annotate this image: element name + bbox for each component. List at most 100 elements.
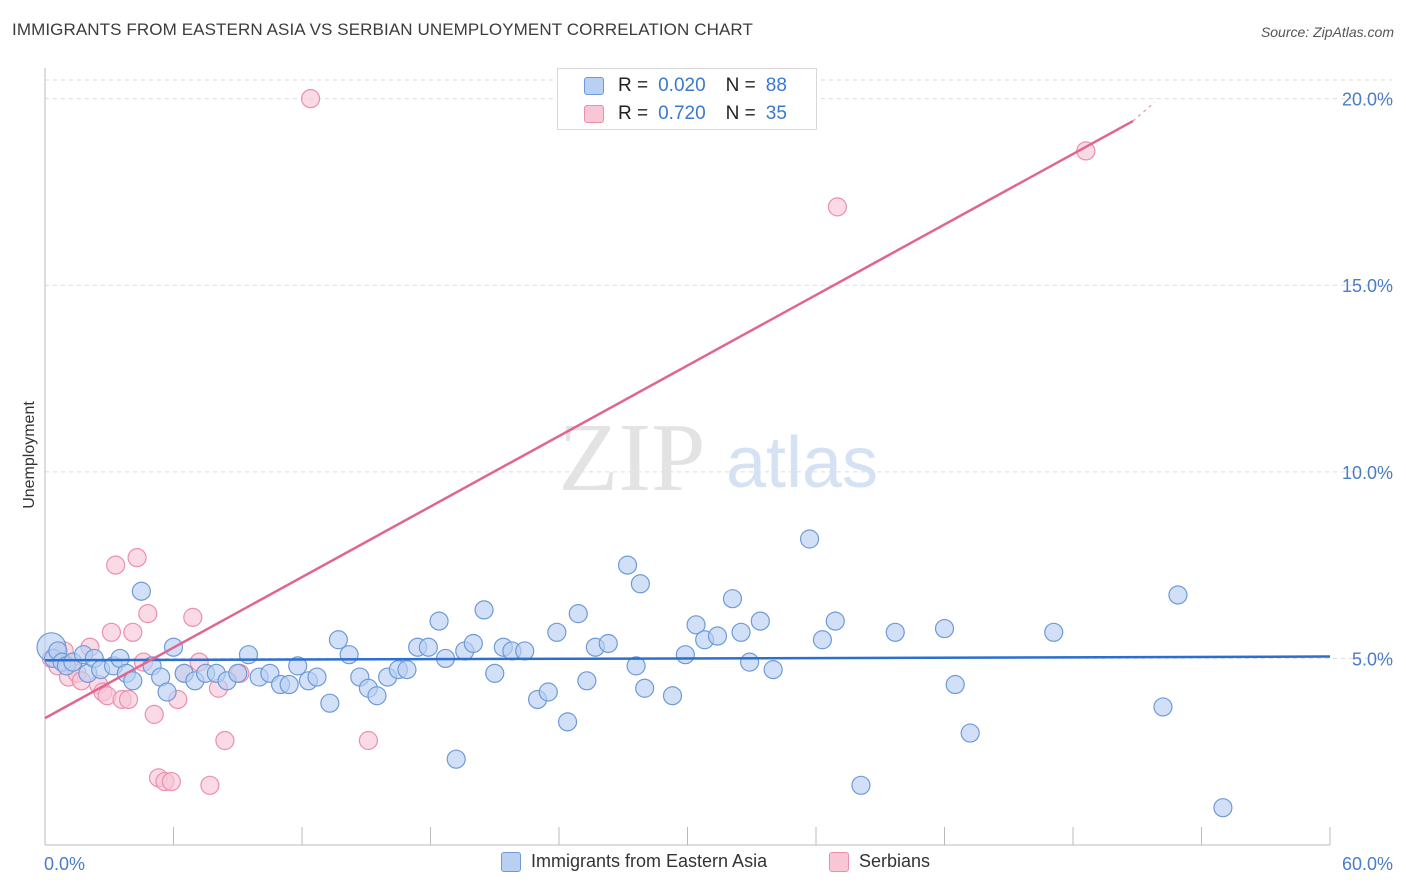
serbian-point <box>827 197 848 217</box>
y-tick-label: 15.0% <box>1342 276 1393 296</box>
eastern-asia-point <box>799 529 820 549</box>
pink-swatch <box>584 105 604 123</box>
trend-lines <box>44 101 1331 720</box>
serbian-point <box>123 622 143 642</box>
serbian-point <box>127 548 147 568</box>
eastern-asia-point <box>707 626 728 646</box>
eastern-asia-point <box>485 663 505 683</box>
eastern-asia-point <box>1153 697 1173 717</box>
serbians-trend-line <box>44 119 1134 720</box>
eastern-asia-point <box>630 574 650 594</box>
eastern-asia-point <box>123 671 143 691</box>
y-axis-title: Unemployment <box>21 401 38 509</box>
eastern-asia-point <box>626 656 646 676</box>
eastern-asia-point <box>577 671 597 691</box>
eastern-asia-point <box>320 693 340 713</box>
eastern-asia-point <box>662 686 683 706</box>
eastern-asia-point <box>617 555 638 575</box>
bottom-legend-label: Immigrants from Eastern Asia <box>531 851 768 871</box>
eastern-asia-point <box>1168 585 1188 605</box>
serbians-trend-extension <box>1132 101 1155 122</box>
axes <box>44 68 1331 846</box>
eastern-asia-point <box>750 611 770 631</box>
legend-r-label: R = <box>618 103 649 124</box>
legend-n-value: 35 <box>765 103 787 124</box>
x-tick-label-max: 60.0% <box>1342 854 1393 874</box>
eastern-asia-point <box>568 604 588 624</box>
eastern-asia-point <box>763 660 783 680</box>
pink-swatch <box>829 851 849 872</box>
serbian-point <box>118 689 139 710</box>
eastern-asia-point <box>740 652 760 672</box>
eastern-asia-point <box>328 630 349 650</box>
watermark-zip: ZIP <box>559 404 706 512</box>
eastern-asia-point <box>598 633 618 654</box>
eastern-asia-points <box>36 529 1233 818</box>
eastern-asia-point <box>960 723 980 743</box>
y-tick-label: 5.0% <box>1352 649 1393 669</box>
eastern-asia-point <box>228 663 248 683</box>
watermark-atlas: atlas <box>726 423 878 503</box>
eastern-asia-point <box>446 749 466 769</box>
eastern-asia-point <box>418 637 438 657</box>
legend-r-label: R = <box>618 75 649 96</box>
eastern-asia-point <box>547 622 567 642</box>
eastern-asia-point <box>367 686 387 706</box>
eastern-asia-point <box>157 682 177 702</box>
eastern-asia-point <box>397 660 417 680</box>
serbian-point <box>358 730 378 751</box>
bottom-legend-label: Serbians <box>859 851 931 871</box>
eastern-asia-point <box>686 615 706 635</box>
watermark: ZIP atlas <box>559 404 879 512</box>
eastern-asia-point <box>851 775 871 795</box>
eastern-asia-trend-line <box>44 655 1331 662</box>
eastern-asia-point <box>722 589 743 609</box>
eastern-asia-point <box>557 712 578 732</box>
eastern-asia-point <box>288 656 308 676</box>
serbian-point <box>106 555 126 575</box>
eastern-asia-point <box>731 622 751 642</box>
legend-r-value: 0.720 <box>658 103 706 124</box>
eastern-asia-point <box>279 674 299 695</box>
eastern-asia-point <box>307 667 327 687</box>
eastern-asia-point <box>474 600 494 620</box>
serbian-point <box>215 730 235 751</box>
bottom-legend-eastern-asia[interactable]: Immigrants from Eastern Asia <box>501 851 767 872</box>
eastern-asia-point <box>945 674 965 695</box>
x-tick-label-min: 0.0% <box>44 854 85 874</box>
serbian-point <box>144 704 164 724</box>
eastern-asia-point <box>812 630 833 650</box>
legend-row-serbians: R = 0.720 N = 35 <box>584 101 787 127</box>
serbian-point <box>300 89 321 109</box>
eastern-asia-point <box>339 645 359 665</box>
serbian-point <box>200 775 220 795</box>
eastern-asia-point <box>131 581 151 601</box>
legend-r-value: 0.020 <box>658 75 706 96</box>
eastern-asia-point <box>885 622 905 642</box>
source-credit: Source: ZipAtlas.com <box>1260 24 1394 40</box>
blue-swatch <box>584 77 604 95</box>
eastern-asia-point <box>429 611 449 631</box>
eastern-asia-point <box>825 611 845 631</box>
legend-n-label: N = <box>725 103 756 124</box>
serbian-point <box>161 771 181 792</box>
tick-labels: 5.0% 10.0% 15.0% 20.0% 0.0% 60.0% <box>44 90 1393 874</box>
stats-legend: R = 0.020 N = 88 R = 0.720 N = 35 <box>557 68 817 130</box>
grid-lines <box>45 79 1392 659</box>
chart-title: IMMIGRANTS FROM EASTERN ASIA VS SERBIAN … <box>12 20 753 39</box>
eastern-asia-point <box>463 633 483 654</box>
eastern-asia-point <box>1044 622 1064 642</box>
serbian-point <box>138 604 158 624</box>
y-tick-label: 20.0% <box>1342 90 1393 110</box>
eastern-asia-point <box>515 641 535 661</box>
legend-n-label: N = <box>725 75 756 96</box>
legend-row-eastern-asia: R = 0.020 N = 88 <box>584 73 787 99</box>
legend-n-value: 88 <box>765 75 787 96</box>
eastern-asia-point <box>538 682 558 702</box>
serbian-point <box>101 622 121 642</box>
eastern-asia-point <box>675 645 695 665</box>
blue-swatch <box>501 851 521 872</box>
bottom-legend-serbians[interactable]: Serbians <box>829 851 930 872</box>
eastern-asia-point <box>1213 798 1233 818</box>
